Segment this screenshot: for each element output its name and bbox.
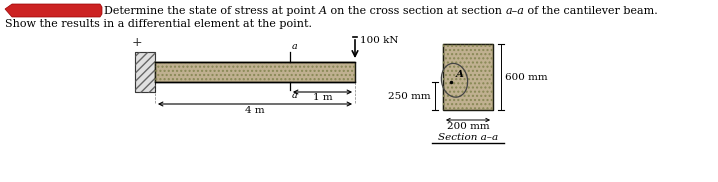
Text: 1 m: 1 m — [312, 93, 332, 102]
Bar — [155, 62, 355, 82]
Bar — [155, 62, 355, 82]
Text: 4 m: 4 m — [245, 106, 265, 115]
Text: Determine the state of stress at point: Determine the state of stress at point — [104, 6, 319, 16]
Text: a–a: a–a — [505, 6, 524, 16]
Text: +: + — [131, 35, 142, 48]
Bar — [443, 44, 493, 110]
Bar — [135, 52, 155, 92]
Bar — [135, 52, 155, 92]
Text: 250 mm: 250 mm — [388, 92, 431, 101]
Text: A: A — [455, 70, 463, 79]
Text: 200 mm: 200 mm — [447, 122, 489, 131]
Text: a: a — [292, 91, 298, 100]
Text: Show the results in a differential element at the point.: Show the results in a differential eleme… — [5, 19, 312, 29]
Bar — [443, 44, 493, 110]
Text: 100 kN: 100 kN — [360, 36, 398, 45]
Text: A: A — [319, 6, 327, 16]
Text: on the cross section at section: on the cross section at section — [327, 6, 505, 16]
Text: 600 mm: 600 mm — [505, 72, 548, 82]
Text: of the cantilever beam.: of the cantilever beam. — [524, 6, 658, 16]
Text: a: a — [292, 42, 298, 51]
Polygon shape — [5, 4, 102, 17]
Text: Section a–a: Section a–a — [438, 133, 498, 142]
